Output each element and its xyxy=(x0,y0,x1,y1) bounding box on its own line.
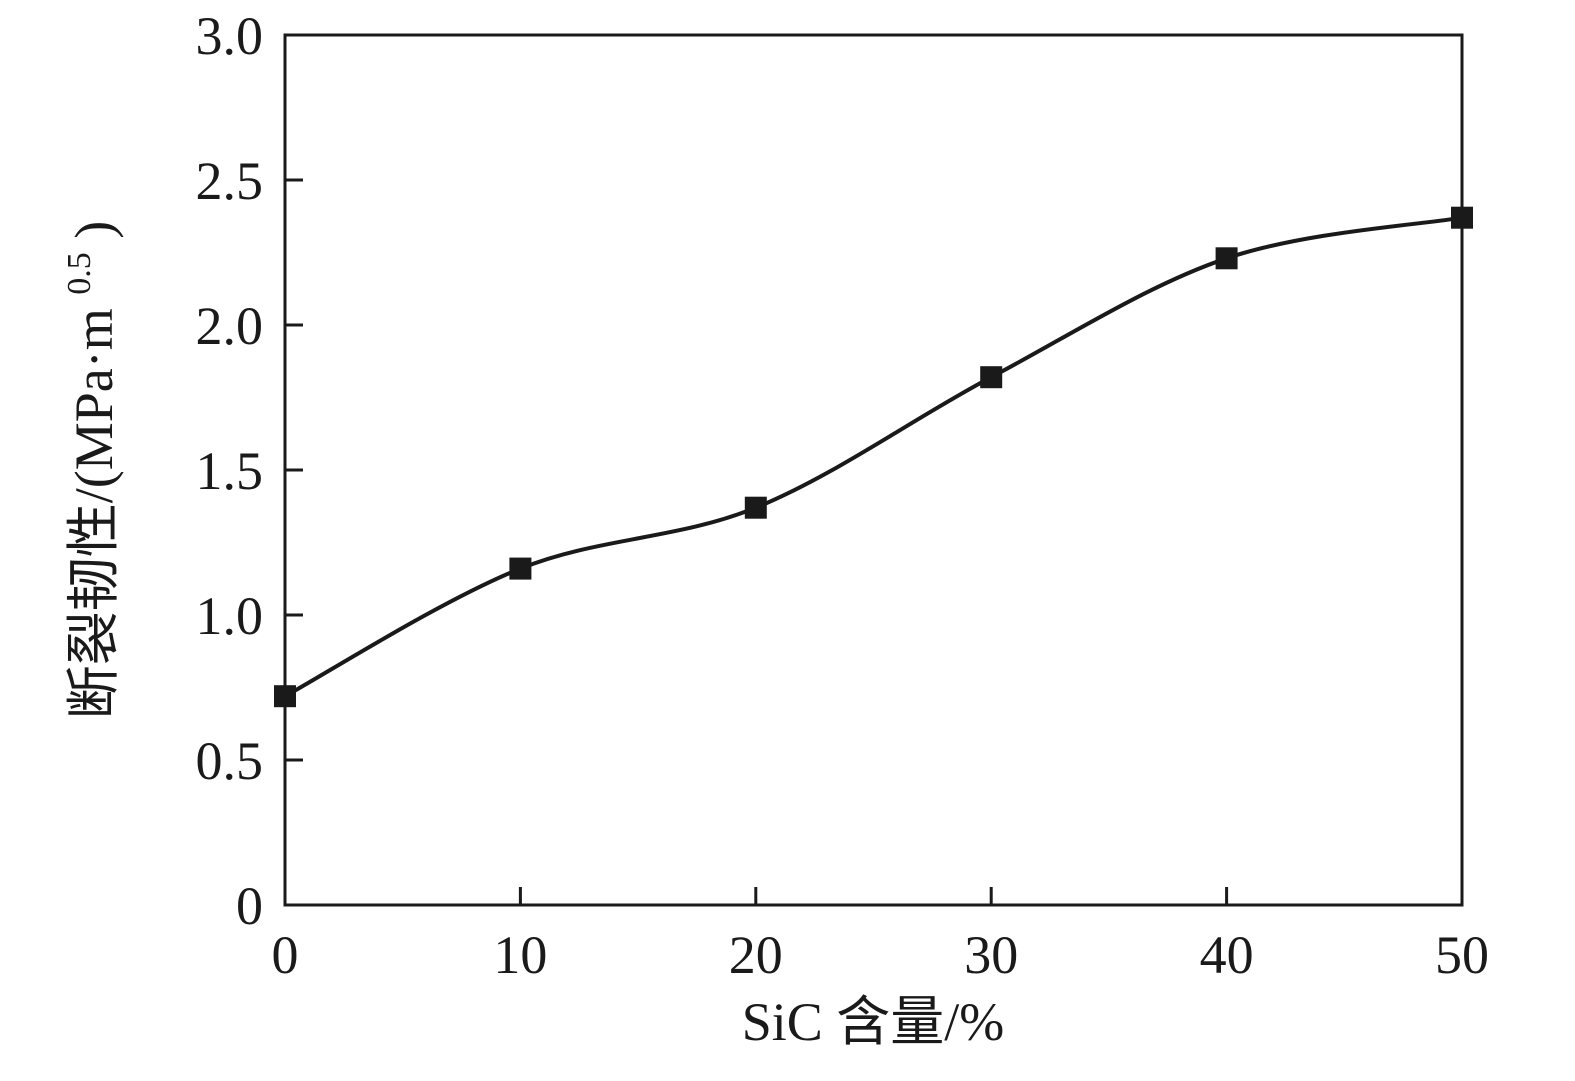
x-axis-label: SiC 含量/% xyxy=(742,992,1005,1052)
x-tick-label: 0 xyxy=(272,925,299,985)
y-tick-label: 0 xyxy=(236,876,263,936)
y-axis-label: 断裂韧性/(MPa·m 0.5 ) xyxy=(42,221,124,719)
data-point-marker xyxy=(509,557,532,580)
data-point-marker xyxy=(1451,206,1473,229)
y-tick-label: 2.5 xyxy=(196,151,264,211)
x-tick-label: 10 xyxy=(493,925,547,985)
data-point-marker xyxy=(1215,247,1238,270)
y-tick-label: 3.0 xyxy=(196,6,264,66)
y-tick-label: 1.0 xyxy=(196,586,264,646)
y-axis-label-exponent: 0.5 xyxy=(61,252,98,295)
data-point-marker xyxy=(980,366,1003,389)
y-tick-label: 1.5 xyxy=(196,441,264,501)
y-tick-label: 2.0 xyxy=(196,296,264,356)
data-point-marker xyxy=(744,496,767,519)
x-tick-label: 50 xyxy=(1435,925,1489,985)
ticks-layer: 0 10 20 30 40 50 0 0.5 1.0 1.5 2.0 2.5 3.0 xyxy=(196,6,1490,985)
series-line xyxy=(284,215,1463,698)
data-point-marker xyxy=(274,685,296,708)
y-axis-label-suffix: ) xyxy=(64,221,124,239)
x-tick-label: 30 xyxy=(964,925,1018,985)
plot-frame xyxy=(283,33,1464,907)
y-tick-label: 0.5 xyxy=(196,731,264,791)
x-tick-label: 40 xyxy=(1200,925,1254,985)
x-tick-label: 20 xyxy=(729,925,783,985)
y-axis-label-text: 断裂韧性/(MPa·m xyxy=(64,308,124,719)
series-layer xyxy=(274,206,1473,708)
